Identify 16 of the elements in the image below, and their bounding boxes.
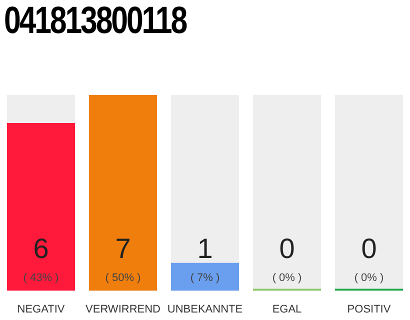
x-tick-label: UNBEKANNTE bbox=[167, 303, 243, 316]
data-label: 0 bbox=[361, 232, 377, 264]
annotation: ( 50% ) bbox=[105, 272, 141, 284]
data-label: 7 bbox=[115, 232, 131, 264]
x-tick-label: NEGATIV bbox=[17, 303, 66, 316]
x-tick-label: POSITIV bbox=[347, 303, 392, 316]
annotation: ( 43% ) bbox=[23, 272, 59, 284]
chart-title: 041813800118 bbox=[4, 0, 186, 43]
data-label: 6 bbox=[33, 232, 49, 264]
x-tick-label: EGAL bbox=[272, 303, 302, 316]
data-label: 0 bbox=[279, 232, 295, 264]
annotation: ( 7% ) bbox=[190, 272, 220, 284]
annotation: ( 0% ) bbox=[354, 272, 384, 284]
x-tick-label: VERWIRREND bbox=[86, 303, 161, 316]
data-label: 1 bbox=[197, 232, 213, 264]
annotation: ( 0% ) bbox=[272, 272, 302, 284]
